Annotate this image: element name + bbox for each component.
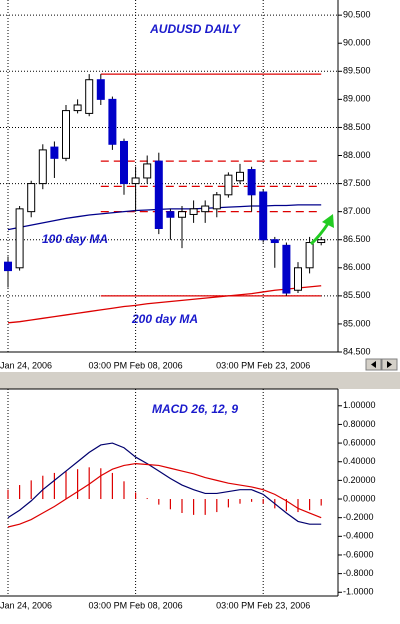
x-tick-label: 03:00 PM Feb 23, 2006 — [216, 360, 310, 370]
y-tick-label: -0.2000 — [343, 512, 374, 522]
candle-body — [143, 163, 152, 179]
candle-body — [224, 174, 233, 196]
candle-body — [120, 140, 128, 185]
arrow-icon — [387, 361, 392, 368]
y-tick-label: 86.000 — [343, 262, 371, 272]
candle-body — [305, 242, 314, 269]
y-tick-label: 90.000 — [343, 38, 371, 48]
candle-body — [108, 98, 117, 145]
candle-body — [50, 146, 59, 159]
arrow-head — [322, 214, 334, 228]
candle-body — [27, 183, 36, 213]
y-tick-label: 0.60000 — [343, 437, 376, 447]
series-label: 200 day MA — [131, 312, 198, 326]
candle-body — [96, 79, 105, 100]
y-tick-label: -0.4000 — [343, 531, 374, 541]
x-tick-label: 03:00 PM Feb 23, 2006 — [216, 600, 310, 610]
candle-body — [85, 79, 94, 114]
y-tick-label: 84.500 — [343, 346, 371, 356]
y-tick-label: 85.500 — [343, 290, 371, 300]
y-tick-label: 85.000 — [343, 318, 371, 328]
candle-body — [166, 211, 175, 218]
line-series — [7, 462, 322, 528]
candle-body — [282, 244, 291, 294]
x-tick-label: 03:00 PM Feb 08, 2006 — [89, 360, 183, 370]
candle-body — [189, 208, 198, 215]
y-tick-label: 89.000 — [343, 94, 371, 104]
candle-body — [247, 169, 256, 196]
candle-body — [38, 149, 47, 185]
y-tick-label: 0.00000 — [343, 493, 376, 503]
y-tick-label: 87.000 — [343, 206, 371, 216]
y-tick-label: 0.40000 — [343, 456, 376, 466]
y-tick-label: 88.000 — [343, 150, 371, 160]
x-tick-label: Jan 24, 2006 — [0, 360, 52, 370]
arrow-icon — [371, 361, 376, 368]
y-tick-label: 87.500 — [343, 178, 371, 188]
candle-body — [15, 208, 24, 269]
panel-separator — [0, 372, 400, 389]
y-tick-label: 88.500 — [343, 122, 371, 132]
scrollbar[interactable] — [365, 358, 398, 371]
x-tick-label: 03:00 PM Feb 08, 2006 — [89, 600, 183, 610]
plot-layer: 90.500 90.000 89.500 89.000 88.500 88.000 87.5… — [0, 0, 376, 610]
candle-body — [131, 177, 140, 185]
y-tick-label: 1.00000 — [343, 400, 376, 410]
candle-body — [270, 239, 279, 244]
y-tick-label: 0.20000 — [343, 475, 376, 485]
y-tick-label: -1.0000 — [343, 587, 374, 597]
line-series — [7, 442, 322, 525]
candle-body — [201, 205, 210, 213]
candle-body — [154, 160, 163, 229]
candle-body — [259, 191, 268, 241]
candle-body — [212, 194, 221, 210]
line-series — [7, 285, 322, 324]
y-tick-label: 90.500 — [343, 10, 371, 20]
y-tick-label: -0.6000 — [343, 549, 374, 559]
candle-body — [62, 110, 70, 159]
candle-body — [317, 239, 326, 244]
y-tick-label: 0.80000 — [343, 419, 376, 429]
x-tick-label: Jan 24, 2006 — [0, 600, 52, 610]
y-tick-label: -0.8000 — [343, 568, 374, 578]
y-tick-label: 86.500 — [343, 234, 371, 244]
candle-body — [73, 104, 82, 112]
y-tick-label: 89.500 — [343, 66, 371, 76]
candle-body — [294, 267, 302, 291]
chart-title: AUDUSD DAILY — [149, 22, 241, 36]
candle-body — [4, 261, 12, 272]
chart-title: MACD 26, 12, 9 — [152, 402, 238, 416]
candle-body — [236, 171, 244, 182]
green-arrow — [309, 214, 334, 246]
candle-body — [178, 211, 186, 218]
line-series — [7, 204, 322, 231]
series-label: 100 day MA — [42, 232, 108, 246]
